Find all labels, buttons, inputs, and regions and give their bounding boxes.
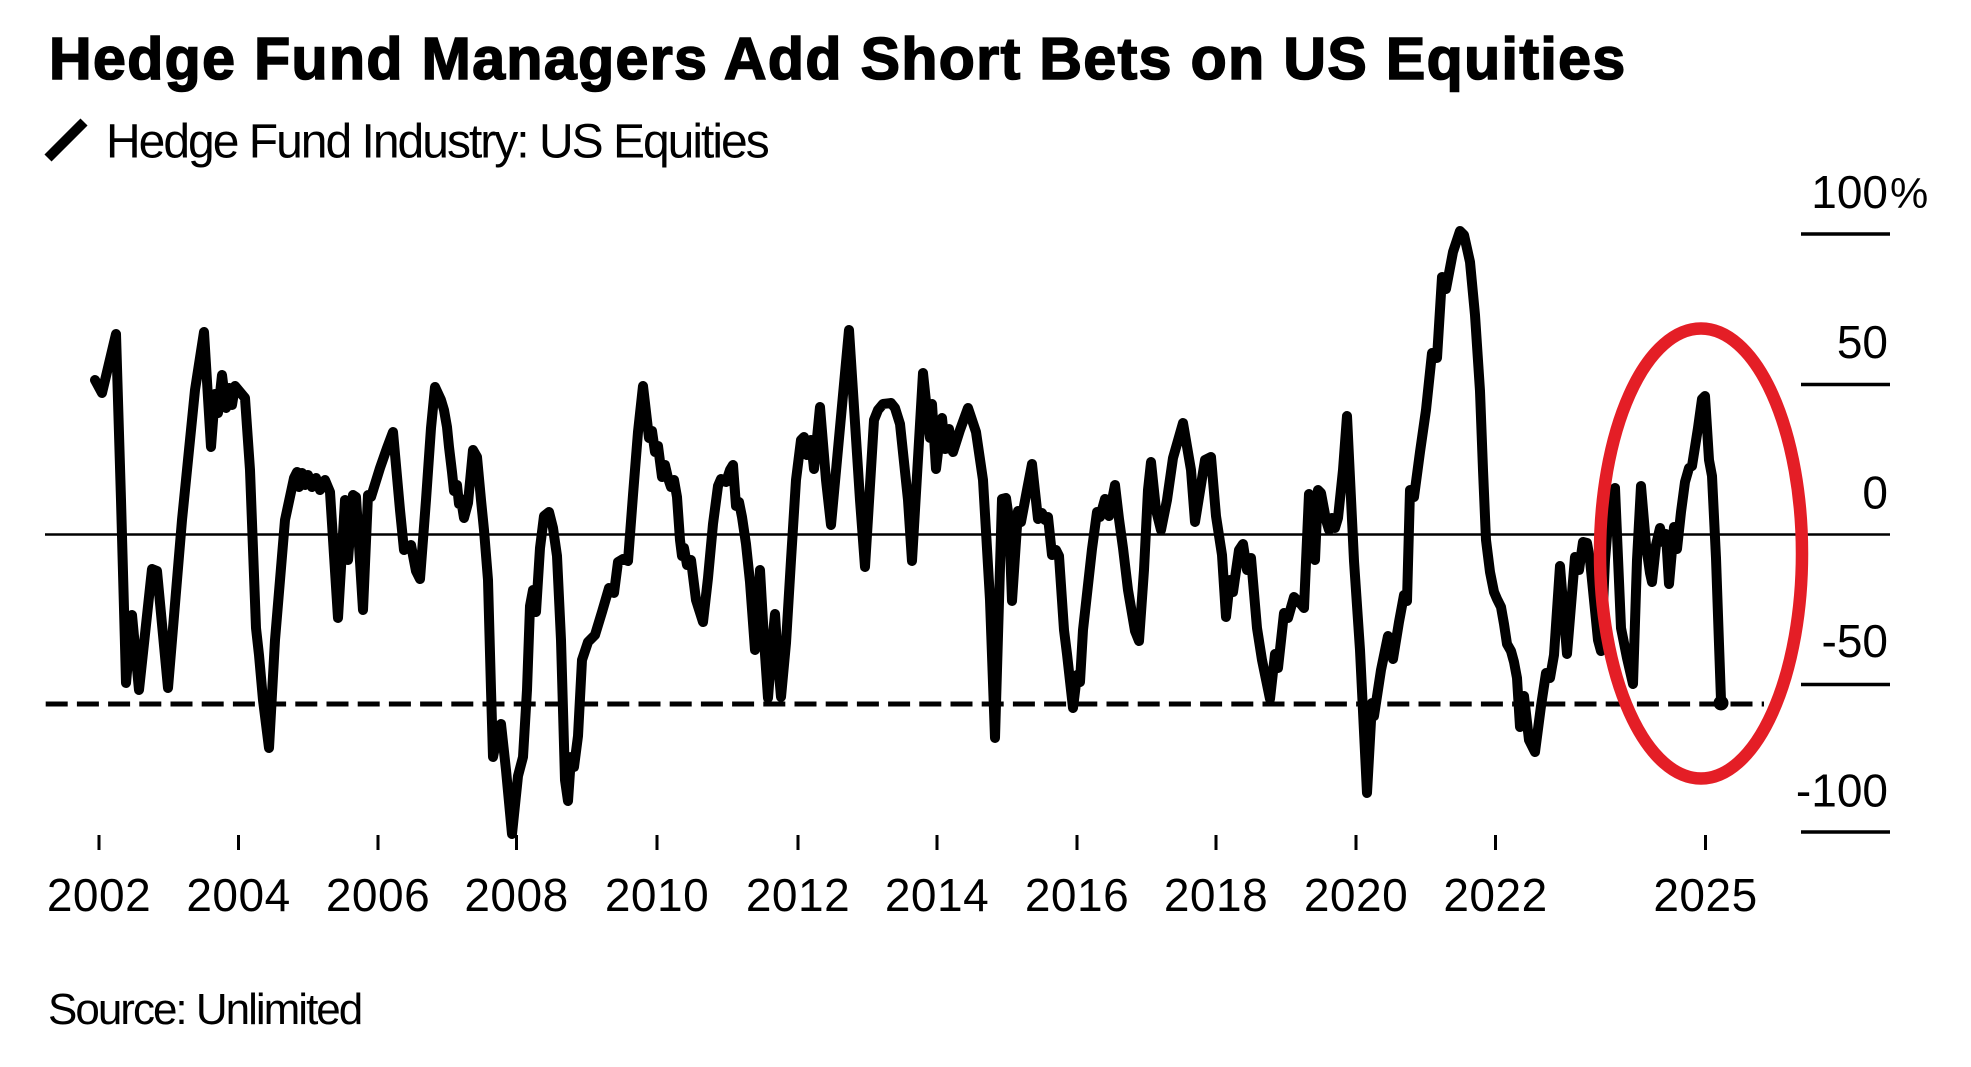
- svg-text:2004: 2004: [186, 869, 290, 921]
- svg-text:2020: 2020: [1304, 869, 1408, 921]
- svg-text:50: 50: [1837, 316, 1888, 368]
- svg-text:2008: 2008: [464, 869, 568, 921]
- svg-text:Hedge Fund Managers Add Short: Hedge Fund Managers Add Short Bets on US…: [49, 26, 1627, 92]
- svg-text:0: 0: [1862, 467, 1888, 519]
- svg-text:%: %: [1890, 170, 1928, 218]
- svg-text:2025: 2025: [1653, 869, 1757, 921]
- svg-text:2018: 2018: [1164, 869, 1268, 921]
- svg-text:2002: 2002: [47, 869, 151, 921]
- svg-text:Hedge Fund Industry: US Equiti: Hedge Fund Industry: US Equities: [106, 116, 769, 169]
- svg-text:100: 100: [1811, 166, 1888, 218]
- svg-text:-50: -50: [1822, 615, 1888, 667]
- svg-text:2006: 2006: [326, 869, 430, 921]
- svg-text:2012: 2012: [746, 869, 850, 921]
- svg-text:Source: Unlimited: Source: Unlimited: [48, 985, 361, 1034]
- svg-text:2016: 2016: [1025, 869, 1129, 921]
- svg-text:-100: -100: [1796, 765, 1888, 817]
- svg-text:2022: 2022: [1443, 869, 1547, 921]
- svg-text:2010: 2010: [605, 869, 709, 921]
- svg-text:2014: 2014: [885, 869, 989, 921]
